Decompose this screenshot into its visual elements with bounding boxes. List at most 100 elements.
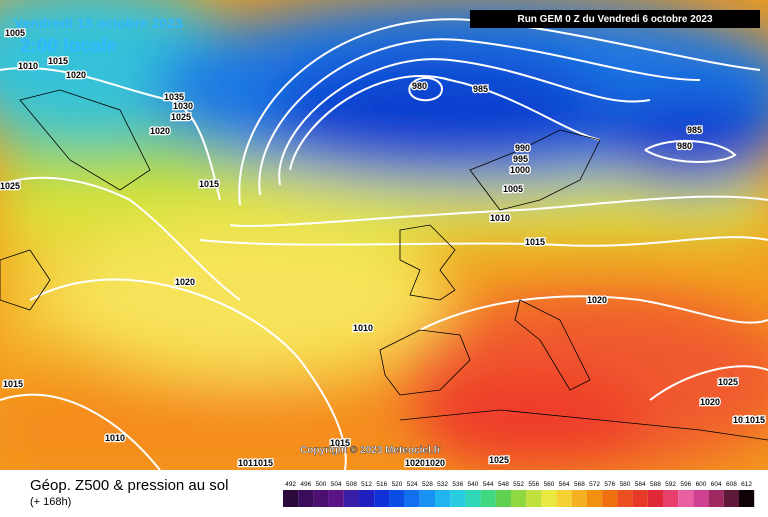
scale-label: 612 <box>741 481 752 488</box>
scale-swatch <box>511 490 527 507</box>
isobar-label: 1020 <box>425 458 445 468</box>
scale-swatch <box>313 490 329 507</box>
map-time: 2:00 locale <box>20 36 117 57</box>
scale-swatch <box>389 490 405 507</box>
scale-label: 564 <box>559 481 570 488</box>
isobar-label: 1015 <box>253 458 273 468</box>
scale-swatch <box>283 490 299 507</box>
isobar-label: 1015 <box>48 56 68 66</box>
scale-label: 592 <box>665 481 676 488</box>
isobar-label: 1015 <box>330 438 350 448</box>
scale-swatch <box>480 490 496 507</box>
map-field <box>0 0 768 470</box>
isobar-label: 985 <box>687 125 702 135</box>
copyright: Copyright © 2023 Meteociel.fr <box>300 445 441 456</box>
coastlines <box>0 89 768 441</box>
isobar-label: 995 <box>513 154 528 164</box>
isobar-label: 1005 <box>5 28 25 38</box>
scale-swatch <box>495 490 511 507</box>
scale-label: 540 <box>468 481 479 488</box>
isobar-label: 1010 <box>18 61 38 71</box>
isobar-label: 1020 <box>175 277 195 287</box>
scale-swatch <box>404 490 420 507</box>
isobar-label: 1020 <box>700 397 720 407</box>
run-info: Run GEM 0 Z du Vendredi 6 octobre 2023 <box>517 14 712 25</box>
scale-label: 552 <box>513 481 524 488</box>
scale-swatch <box>739 490 755 507</box>
scale-swatch <box>343 490 359 507</box>
isobar-label: 1000 <box>510 165 530 175</box>
isobar-label: 1015 <box>733 415 753 425</box>
scale-swatch <box>663 490 679 507</box>
scale-label: 532 <box>437 481 448 488</box>
isobar-label: 1025 <box>0 181 20 191</box>
scale-swatch <box>587 490 603 507</box>
scale-swatch <box>708 490 724 507</box>
scale-label: 544 <box>483 481 494 488</box>
isobar-label: 1035 <box>164 92 184 102</box>
isobar-label: 1010 <box>238 458 258 468</box>
map-date: Vendredi 13 octobre 2023 <box>14 15 183 31</box>
scale-label: 580 <box>620 481 631 488</box>
scale-swatch <box>298 490 314 507</box>
isobar-label: 1015 <box>745 415 765 425</box>
scale-swatch <box>571 490 587 507</box>
scale-label: 596 <box>680 481 691 488</box>
scale-label: 604 <box>711 481 722 488</box>
isobar-label: 1010 <box>490 213 510 223</box>
scale-swatch <box>359 490 375 507</box>
isobar-label: 1005 <box>503 184 523 194</box>
scale-label: 588 <box>650 481 661 488</box>
isobar-label: 1020 <box>587 295 607 305</box>
scale-label: 528 <box>422 481 433 488</box>
scale-label: 576 <box>604 481 615 488</box>
scale-swatch <box>632 490 648 507</box>
isobar-label: 1010 <box>105 433 125 443</box>
footer-title: Géop. Z500 & pression au sol <box>30 477 228 494</box>
isobar-label: 1025 <box>718 377 738 387</box>
scale-label: 512 <box>361 481 372 488</box>
isobar-label: 990 <box>515 143 530 153</box>
scale-swatch <box>617 490 633 507</box>
color-scale: 492 496 500 504 508 512 516 520 524 528 532 536 540 5… <box>283 481 755 507</box>
scale-swatch <box>435 490 451 507</box>
scale-label: 572 <box>589 481 600 488</box>
scale-swatch <box>647 490 663 507</box>
run-box <box>470 10 760 28</box>
isobar-label: 1030 <box>173 101 193 111</box>
isobar-label: 1020 <box>405 458 425 468</box>
scale-swatch <box>556 490 572 507</box>
scale-swatch <box>450 490 466 507</box>
scale-swatch <box>693 490 709 507</box>
scale-swatch <box>541 490 557 507</box>
scale-swatch <box>723 490 739 507</box>
scale-label: 504 <box>331 481 342 488</box>
isobar-label: 1025 <box>171 112 191 122</box>
isobar-label: 1025 <box>489 455 509 465</box>
isobar-label: 985 <box>473 84 488 94</box>
scale-swatch <box>465 490 481 507</box>
isobar-label: 1020 <box>66 70 86 80</box>
scale-label: 516 <box>376 481 387 488</box>
scale-swatch <box>602 490 618 507</box>
scale-label: 584 <box>635 481 646 488</box>
isobar-label: 1015 <box>199 179 219 189</box>
isobar-label: 980 <box>412 81 427 91</box>
scale-label: 568 <box>574 481 585 488</box>
isobar-label: 1015 <box>3 379 23 389</box>
scale-label: 500 <box>316 481 327 488</box>
isobar-label: 980 <box>677 141 692 151</box>
scale-swatch <box>678 490 694 507</box>
scale-label: 600 <box>696 481 707 488</box>
footer-lead: (+ 168h) <box>30 496 71 508</box>
scale-label: 492 <box>285 481 296 488</box>
scale-swatch <box>374 490 390 507</box>
isobar-label: 1010 <box>353 323 373 333</box>
isobar-label: 1020 <box>150 126 170 136</box>
scale-swatch <box>526 490 542 507</box>
scale-label: 556 <box>528 481 539 488</box>
scale-label: 508 <box>346 481 357 488</box>
isobar-label: 1015 <box>525 237 545 247</box>
